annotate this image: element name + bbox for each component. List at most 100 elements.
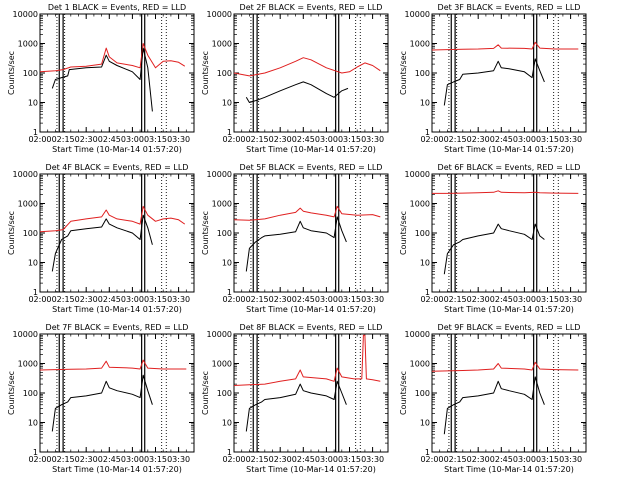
x-tick-label: 02:30 [269,135,292,144]
y-axis-label: Counts/sec [7,51,16,95]
series-line-lld-red [431,41,579,51]
x-tick-label: 03:15 [144,455,167,464]
series-line-events-black [443,223,545,275]
x-tick-label: 02:30 [467,455,490,464]
y-tick-label: 10000 [207,10,232,19]
x-tick-label: 02:45 [98,135,121,144]
y-tick-label: 1 [227,448,232,457]
y-tick-label: 1000 [212,40,232,49]
x-axis-label: Start Time (10-Mar-14 01:57:20) [444,305,574,314]
x-tick-label: 03:30 [361,295,384,304]
x-tick-label: 02:15 [52,455,75,464]
x-tick-label: 03:00 [513,295,536,304]
x-tick-label: 03:30 [559,295,582,304]
series-line-lld-red [431,361,579,372]
y-tick-label: 1 [227,128,232,137]
y-tick-label: 10 [420,99,430,108]
x-tick-label: 03:15 [536,455,559,464]
x-tick-label: 02:45 [98,455,121,464]
y-tick-label: 1 [425,288,430,297]
x-axis-label: Start Time (10-Mar-14 01:57:20) [52,465,182,474]
y-tick-label: 1 [227,288,232,297]
x-tick-label: 03:15 [536,135,559,144]
y-axis-label: Counts/sec [201,211,210,255]
panel-det-7: Det 7F BLACK = Events, RED = LLD 1 10 100 10… [7,323,195,474]
x-tick-label: 02:30 [75,455,98,464]
y-tick-label: 1000 [18,200,38,209]
x-tick-label: 03:15 [144,135,167,144]
y-tick-label: 10000 [207,170,232,179]
y-tick-label: 1 [33,288,38,297]
y-axis-label: Counts/sec [201,51,210,95]
x-tick-label: 03:00 [121,455,144,464]
x-tick-label: 03:15 [144,295,167,304]
panel-det-9: Det 9F BLACK = Events, RED = LLD 1 10 100 10… [399,323,587,474]
plot-title: Det 9F BLACK = Events, RED = LLD [438,323,581,332]
x-tick-label: 03:30 [167,455,190,464]
y-tick-label: 10 [420,259,430,268]
x-tick-label: 02:45 [292,295,315,304]
x-tick-label: 02:00 [28,295,51,304]
y-tick-label: 100 [23,389,38,398]
x-tick-label: 03:15 [338,135,361,144]
x-tick-label: 02:00 [222,135,245,144]
y-axis-label: Counts/sec [7,371,16,415]
y-tick-label: 1000 [18,40,38,49]
x-tick-label: 02:00 [28,455,51,464]
x-tick-label: 02:45 [292,455,315,464]
y-tick-label: 100 [217,389,232,398]
x-tick-label: 03:30 [559,455,582,464]
x-tick-label: 03:00 [121,295,144,304]
plot-title: Det 2F BLACK = Events, RED = LLD [240,3,383,12]
y-tick-label: 100 [217,69,232,78]
x-tick-label: 03:00 [315,455,338,464]
x-tick-label: 02:15 [52,295,75,304]
x-tick-label: 02:15 [246,295,269,304]
x-axis-label: Start Time (10-Mar-14 01:57:20) [246,145,376,154]
y-tick-label: 100 [23,229,38,238]
y-tick-label: 10 [420,419,430,428]
y-tick-label: 10 [28,259,38,268]
x-tick-label: 02:45 [490,455,513,464]
y-tick-label: 1000 [212,200,232,209]
series-line-events-black [245,216,347,272]
x-tick-label: 02:45 [98,295,121,304]
y-tick-label: 10000 [405,330,430,339]
x-tick-label: 02:15 [444,455,467,464]
x-tick-label: 02:45 [292,135,315,144]
y-tick-label: 100 [217,229,232,238]
x-tick-label: 02:30 [269,455,292,464]
x-tick-label: 02:00 [222,295,245,304]
y-tick-label: 10000 [207,330,232,339]
y-axis-label: Counts/sec [399,371,408,415]
x-tick-label: 02:30 [75,295,98,304]
series-line-lld-red [233,205,381,221]
x-tick-label: 02:00 [420,135,443,144]
series-line-lld-red [432,190,579,194]
y-tick-label: 1000 [410,40,430,49]
plot-title: Det 1 BLACK = Events, RED = LLD [48,3,186,12]
y-tick-label: 10 [28,99,38,108]
x-tick-label: 02:30 [467,135,490,144]
plot-title: Det 7F BLACK = Events, RED = LLD [46,323,189,332]
y-tick-label: 1000 [410,200,430,209]
x-tick-label: 03:30 [167,295,190,304]
panel-det-3: Det 3F BLACK = Events, RED = LLD 1 10 100 10… [399,3,587,154]
x-tick-label: 03:30 [559,135,582,144]
y-axis-label: Counts/sec [399,51,408,95]
series-line-lld-red [233,57,381,77]
x-tick-label: 02:15 [246,455,269,464]
y-tick-label: 1000 [18,360,38,369]
plot-title: Det 4F BLACK = Events, RED = LLD [46,163,189,172]
series-line-events-black [51,47,153,112]
x-tick-label: 03:00 [315,295,338,304]
x-tick-label: 02:15 [246,135,269,144]
plot-title: Det 8F BLACK = Events, RED = LLD [240,323,383,332]
x-tick-label: 03:15 [338,455,361,464]
y-tick-label: 1000 [212,360,232,369]
y-tick-label: 10000 [405,170,430,179]
panel-det-6: Det 6F BLACK = Events, RED = LLD 1 10 100 10… [399,163,587,314]
series-line-events-black [245,81,349,103]
y-tick-label: 10000 [13,170,38,179]
x-tick-label: 03:00 [315,135,338,144]
